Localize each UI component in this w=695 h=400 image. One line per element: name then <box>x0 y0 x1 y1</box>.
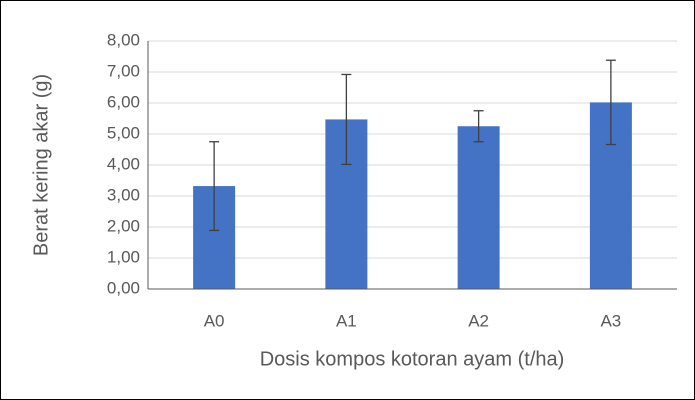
y-tick-label: 3,00 <box>107 185 140 204</box>
y-tick-label: 5,00 <box>107 123 140 142</box>
x-tick-label: A2 <box>468 311 489 330</box>
y-tick-label: 0,00 <box>107 278 140 297</box>
x-axis-title: Dosis kompos kotoran ayam (t/ha) <box>260 348 565 370</box>
y-tick-label: 6,00 <box>107 92 140 111</box>
y-tick-label: 1,00 <box>107 247 140 266</box>
y-tick-label: 4,00 <box>107 154 140 173</box>
y-tick-label: 7,00 <box>107 61 140 80</box>
y-tick-label: 8,00 <box>107 30 140 49</box>
x-tick-label: A3 <box>600 311 621 330</box>
bar <box>457 126 500 289</box>
y-tick-label: 2,00 <box>107 216 140 235</box>
y-axis-title: Berat kering akar (g) <box>30 74 52 256</box>
x-tick-label: A0 <box>204 311 225 330</box>
x-tick-label: A1 <box>336 311 357 330</box>
